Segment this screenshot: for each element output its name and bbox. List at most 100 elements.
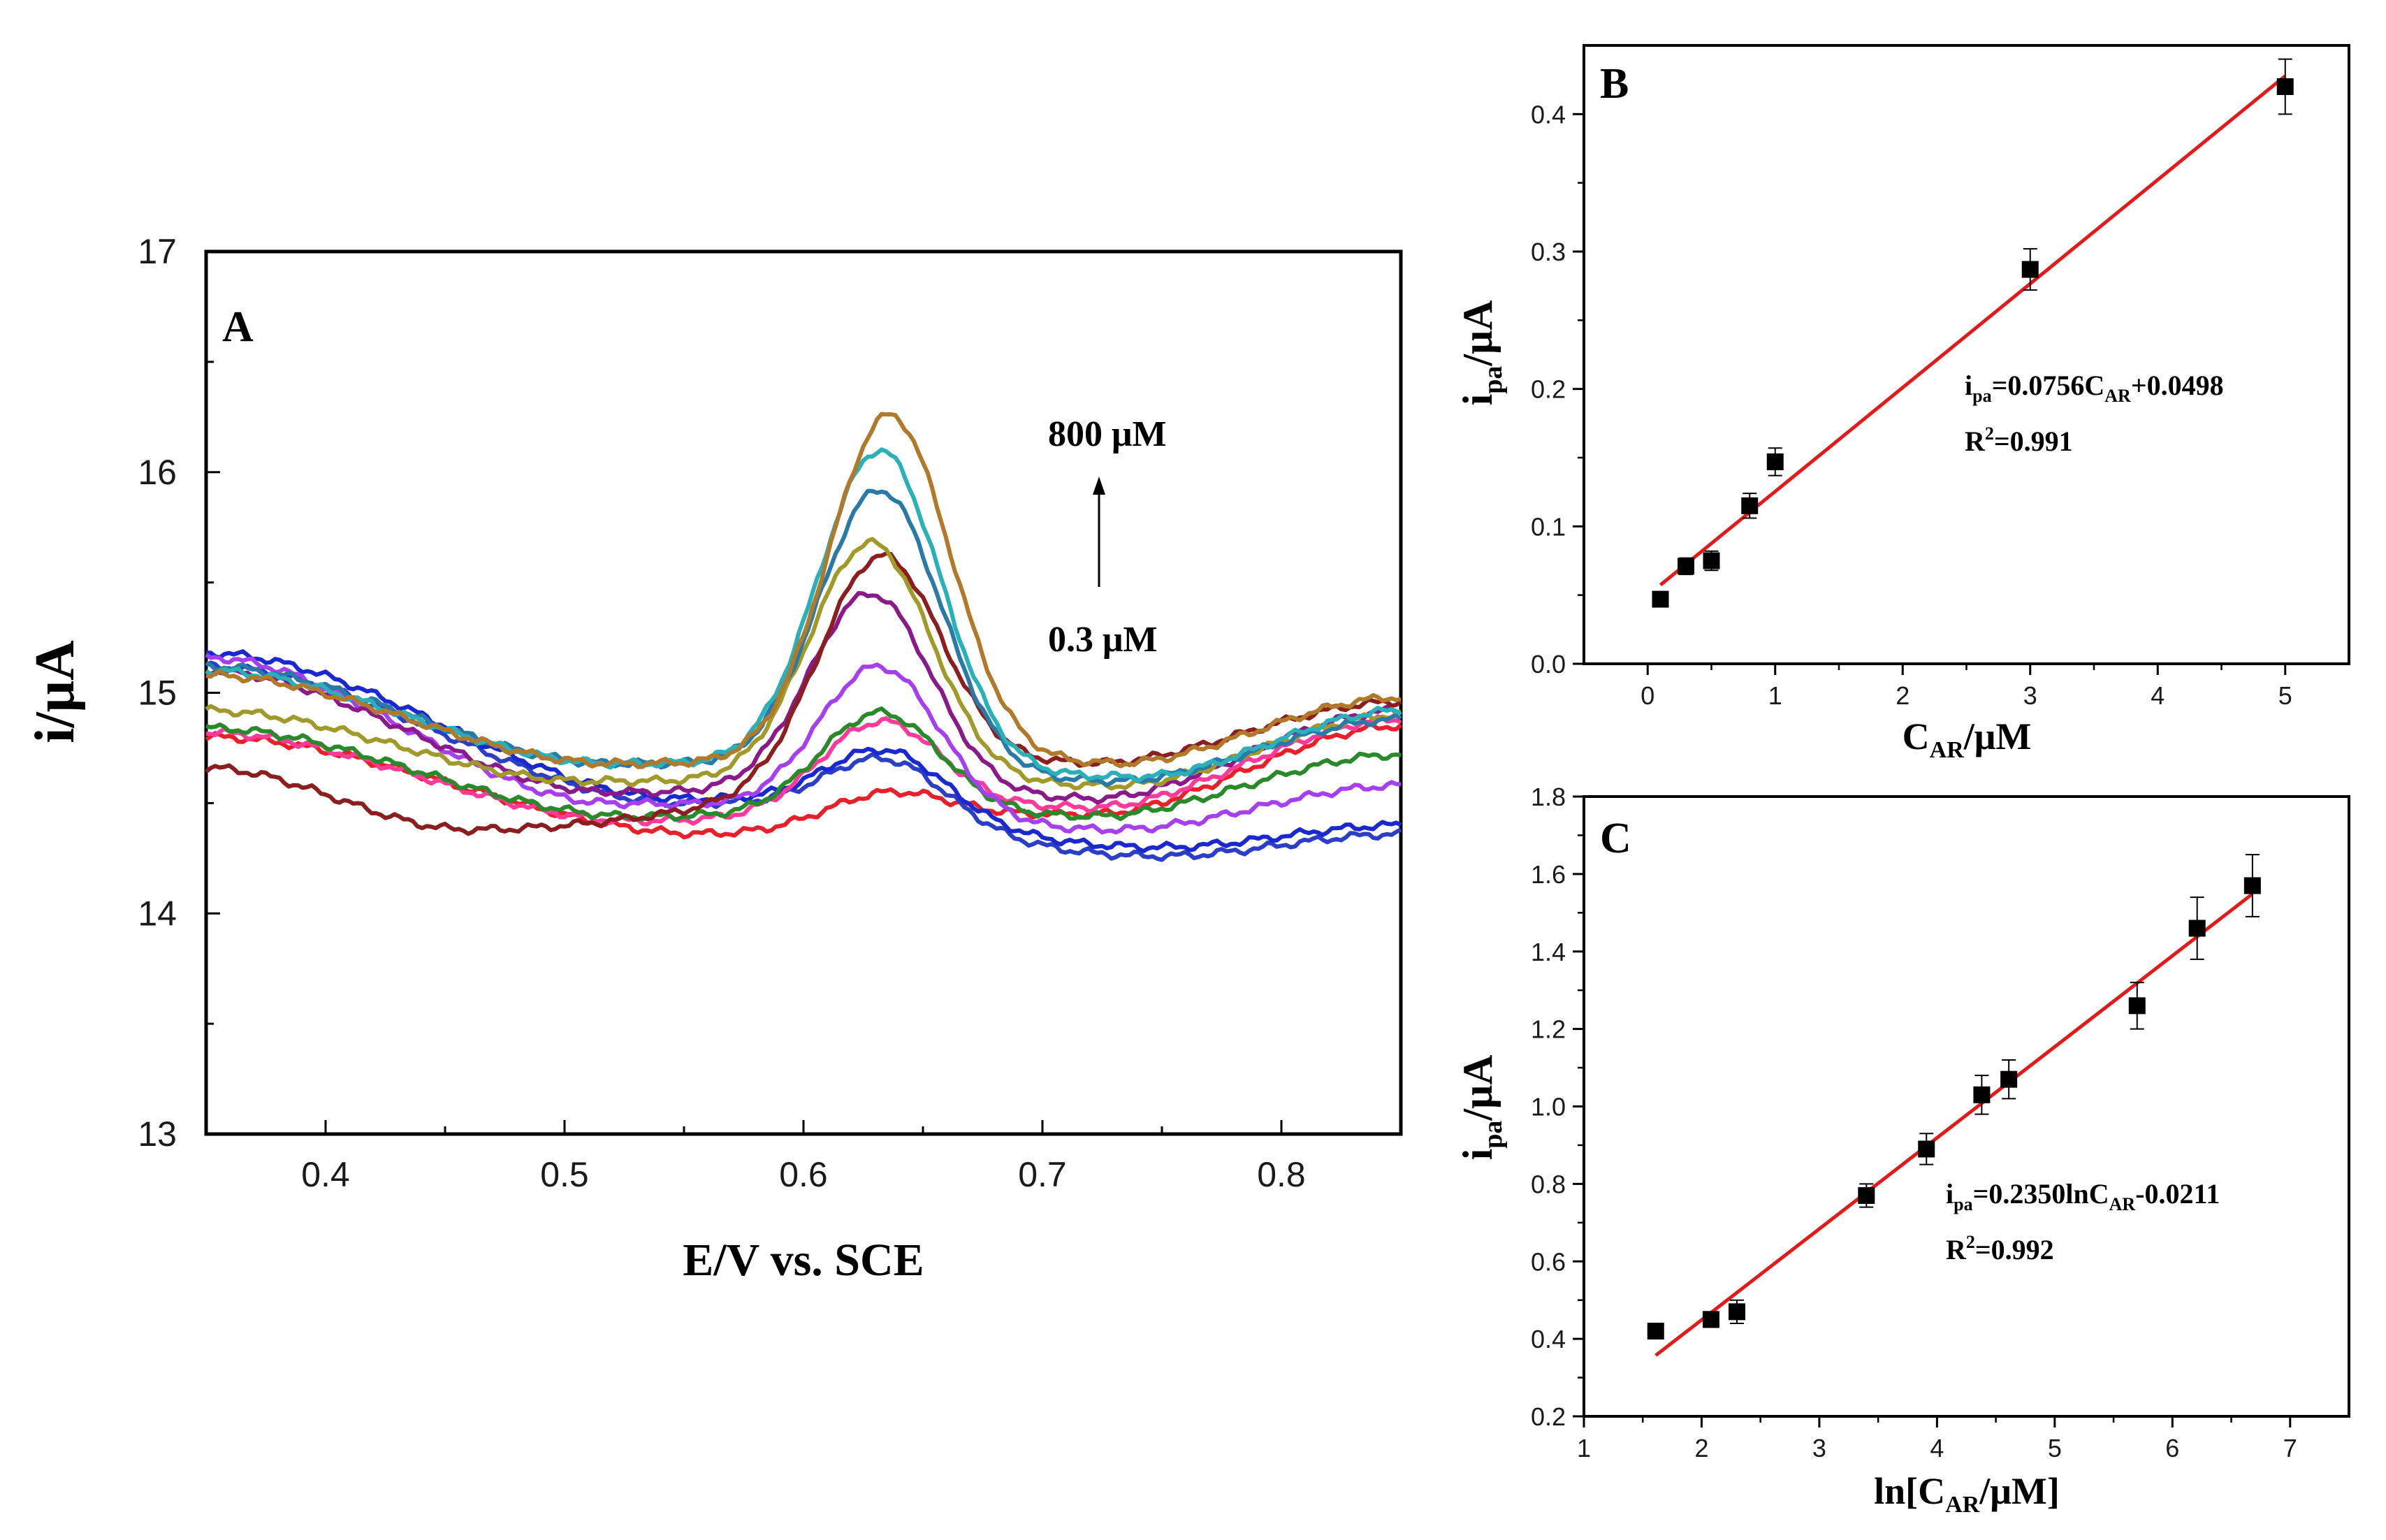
panel-b-y-tick-label: 0.3 — [1531, 238, 1566, 266]
panel-a-y-ticks: 13 14 15 16 17 — [138, 232, 220, 1154]
panel-a-label: A — [222, 303, 254, 351]
panel-b-points — [1652, 58, 2294, 608]
panel-c-y-tick-label: 0.4 — [1531, 1325, 1566, 1353]
panel-a-x-tick-label: 0.4 — [301, 1155, 350, 1194]
panel-b-y-tick-label: 0.0 — [1531, 650, 1566, 678]
panel-b-y-tick-label: 0.4 — [1531, 100, 1566, 129]
panel-a-y-tick-label: 15 — [138, 674, 177, 713]
panel-c-x-tick-label: 6 — [2165, 1434, 2179, 1462]
panel-b-r2: R2=0.991 — [1965, 423, 2073, 457]
data-point — [1858, 1187, 1875, 1205]
panel-b-fit-line — [1659, 74, 2287, 587]
panel-c-y-tick-label: 1.6 — [1531, 860, 1566, 889]
panel-b-y-ticks: 0.0 0.1 0.2 0.3 0.4 — [1531, 100, 1584, 678]
data-point — [1702, 1311, 1719, 1328]
panel-b-x-axis-title: CAR/μM — [1903, 715, 2032, 763]
panel-c-x-tick-label: 3 — [1812, 1434, 1826, 1462]
data-point — [2021, 261, 2039, 278]
voltammogram-curve — [205, 537, 1402, 791]
panel-c-xlabel-tail: /μM] — [1979, 1470, 2060, 1512]
panel-c-xlabel-sub: AR — [1945, 1492, 1980, 1518]
panel-c-x-tick-label: 2 — [1694, 1434, 1708, 1462]
panel-b-x-tick-label: 4 — [2151, 681, 2165, 710]
data-point — [2276, 78, 2294, 95]
panel-c-r2-value: =0.992 — [1975, 1234, 2054, 1265]
panel-a-x-ticks: 0.4 0.5 0.6 0.7 0.8 — [205, 1120, 1402, 1194]
voltammogram-curve — [205, 447, 1402, 783]
panel-b-label: B — [1600, 60, 1629, 108]
panel-a: 0.4 0.5 0.6 0.7 0.8 13 14 15 16 17 A 800 μM 0.3 … — [24, 232, 1403, 1286]
panel-b-x-tick-label: 3 — [2023, 681, 2037, 710]
panel-c-y-tick-label: 1.4 — [1531, 938, 1566, 966]
voltammogram-curve — [205, 660, 1402, 862]
panel-b-ylabel-sub: pa — [1478, 366, 1508, 394]
panel-a-x-tick-label: 0.6 — [779, 1155, 828, 1194]
panel-b-x-tick-label: 0 — [1641, 681, 1654, 710]
panel-b-eq-sub1: pa — [1972, 386, 1991, 406]
panel-b-r2-r: R — [1965, 426, 1986, 457]
panel-c-ylabel-tail: /μA — [1455, 1055, 1501, 1121]
panel-b-y-tick-label: 0.2 — [1531, 375, 1566, 404]
panel-c-x-tick-label: 1 — [1577, 1434, 1591, 1462]
panel-c-eq-tail: -0.0211 — [2135, 1178, 2220, 1210]
panel-c-y-tick-label: 0.6 — [1531, 1247, 1566, 1276]
panel-c-r2-r: R — [1946, 1234, 1967, 1265]
data-point — [1741, 497, 1759, 514]
panel-c-y-axis-title: ipa/μA — [1455, 1055, 1508, 1161]
voltammogram-curve — [205, 412, 1402, 769]
panel-c-x-tick-label: 7 — [2283, 1434, 2297, 1462]
panel-b-x-ticks: 0 1 2 3 4 5 — [1641, 664, 2292, 710]
panel-b-x-tick-label: 2 — [1896, 681, 1909, 710]
data-point — [1652, 590, 1669, 608]
panel-b-r2-sup: 2 — [1985, 423, 1994, 444]
data-point — [2128, 997, 2146, 1015]
panel-c-ylabel-sub: pa — [1478, 1121, 1508, 1149]
panel-c-x-tick-label: 5 — [2048, 1434, 2062, 1462]
voltammogram-curve — [205, 722, 1403, 840]
panel-b-x-tick-label: 1 — [1768, 681, 1782, 710]
panel-c-points — [1647, 854, 2261, 1340]
panel-c-equation: ipa=0.2350lnCAR-0.0211 — [1946, 1178, 2220, 1214]
panel-c-eq-i: i — [1946, 1178, 1954, 1210]
panel-c-y-ticks: 0.2 0.4 0.6 0.8 1.0 1.2 1.4 1.6 1.8 — [1531, 783, 1584, 1431]
panel-c-ylabel-i: i — [1455, 1149, 1501, 1161]
panel-b-equation: ipa=0.0756CAR+0.0498 — [1965, 370, 2224, 406]
panel-b-xlabel-tail: /μM — [1963, 715, 2032, 757]
panel-c-r2: R2=0.992 — [1946, 1232, 2054, 1265]
concentration-arrow-head — [1093, 477, 1105, 495]
panel-c-eq-mid: =0.2350lnC — [1973, 1178, 2109, 1210]
panel-b-y-axis-title: ipa/μA — [1455, 300, 1508, 406]
panel-c-fit-line — [1654, 892, 2254, 1357]
panel-a-x-tick-label: 0.8 — [1257, 1155, 1306, 1194]
panel-c-y-tick-label: 1.8 — [1531, 783, 1566, 811]
panel-c-eq-sub1: pa — [1954, 1194, 1972, 1214]
panel-b-eq-mid: =0.0756C — [1992, 370, 2105, 401]
data-point — [1918, 1140, 1935, 1158]
voltammogram-curve — [205, 649, 1402, 854]
panel-c-x-tick-label: 4 — [1930, 1434, 1944, 1462]
panel-c-xlabel-ln: ln[C — [1874, 1470, 1945, 1512]
panel-b-eq-i: i — [1965, 370, 1972, 401]
panel-c-label: C — [1600, 815, 1631, 862]
panel-b-eq-sub2: AR — [2104, 386, 2131, 406]
annotation-800uM: 800 μM — [1048, 414, 1167, 454]
panel-b-ylabel-tail: /μA — [1455, 300, 1501, 367]
data-point — [1678, 558, 1694, 575]
panel-c-y-tick-label: 0.2 — [1531, 1402, 1566, 1431]
panel-a-x-tick-label: 0.5 — [540, 1155, 589, 1194]
panel-b-eq-tail: +0.0498 — [2131, 370, 2224, 401]
panel-a-x-tick-label: 0.7 — [1018, 1155, 1067, 1194]
panel-c-y-tick-label: 0.8 — [1531, 1170, 1566, 1198]
panel-c-x-ticks: 1 2 3 4 5 6 7 — [1577, 1416, 2297, 1462]
data-point — [2243, 877, 2261, 894]
panel-c-eq-sub2: AR — [2109, 1194, 2136, 1214]
panel-c-r2-sup: 2 — [1966, 1232, 1975, 1252]
panel-b-r2-value: =0.991 — [1994, 426, 2073, 457]
panel-c-y-tick-label: 1.0 — [1531, 1093, 1566, 1121]
panel-a-y-tick-label: 13 — [138, 1114, 177, 1154]
voltammogram-curve — [205, 551, 1402, 836]
panel-b-frame — [1583, 44, 2350, 665]
panel-c-x-axis-title: ln[CAR/μM] — [1874, 1470, 2060, 1518]
